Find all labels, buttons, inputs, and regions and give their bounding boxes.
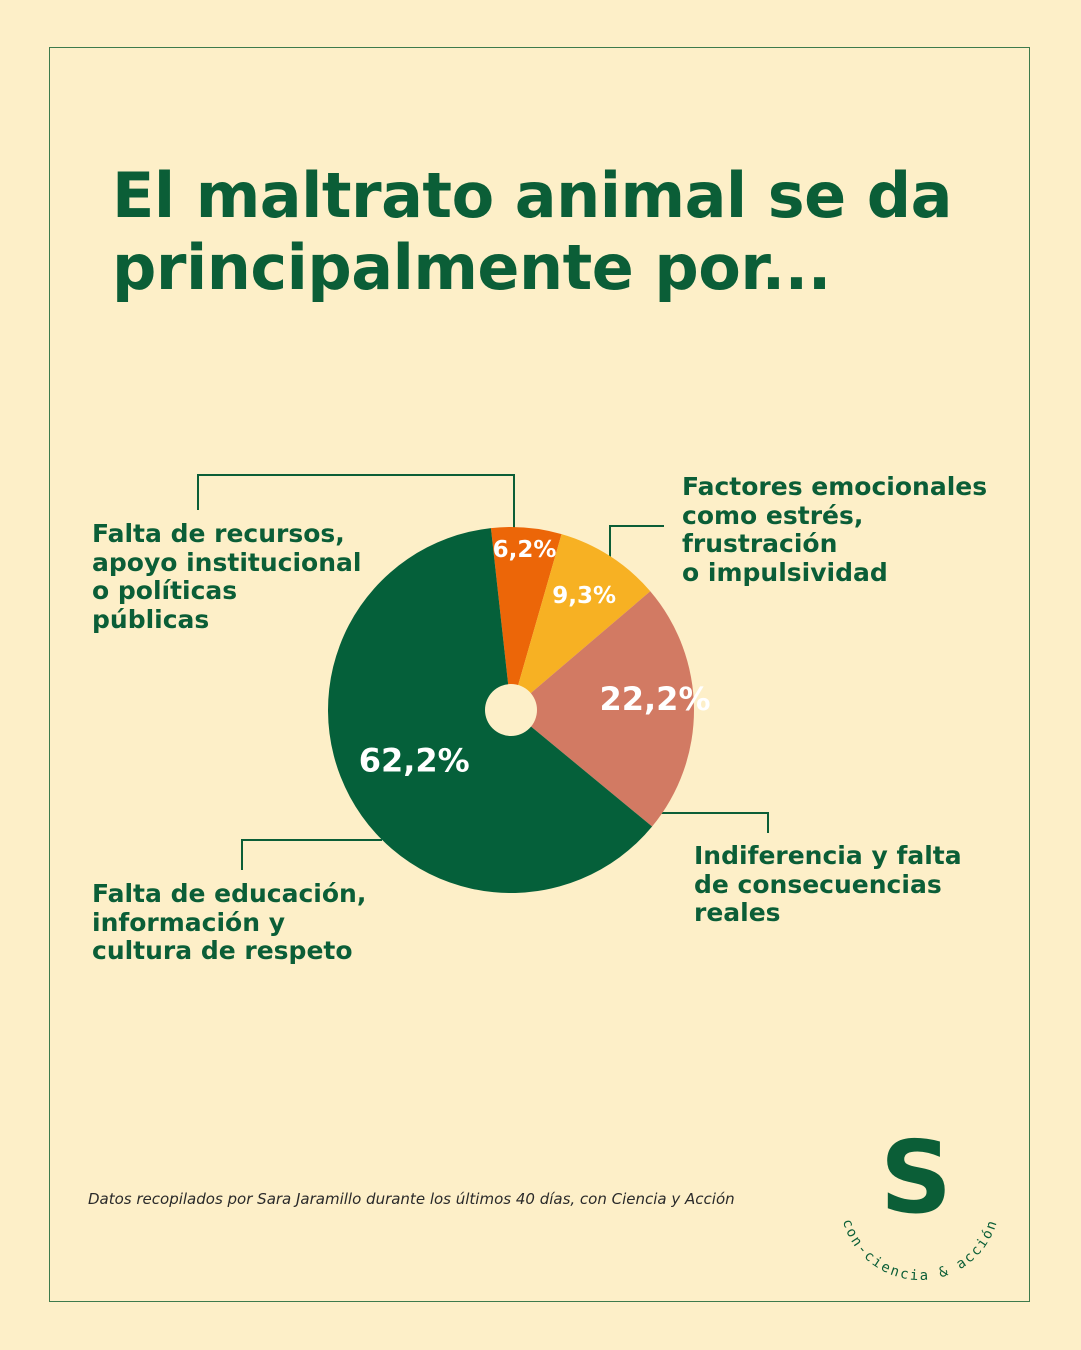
value-label-emocionales: 9,3% bbox=[552, 583, 616, 609]
leader-line-recursos bbox=[197, 474, 515, 528]
brand-logo: S con-ciencia & acción bbox=[839, 1130, 999, 1280]
value-label-indiferencia: 22,2% bbox=[599, 680, 710, 718]
slice-label-educacion: Falta de educación, información y cultur… bbox=[92, 879, 367, 965]
slice-label-emocionales: Factores emocionales como estrés, frustr… bbox=[682, 472, 988, 587]
value-labels: 6,2% 9,3% 22,2% 62,2% bbox=[359, 537, 711, 779]
leader-line-educacion bbox=[241, 839, 382, 870]
border-frame bbox=[49, 47, 1030, 1302]
slice-label-indiferencia: Indiferencia y falta de consecuencias re… bbox=[694, 841, 962, 927]
logo-mark: S bbox=[880, 1130, 952, 1236]
value-label-recursos: 6,2% bbox=[493, 537, 557, 563]
slice-label-recursos: Falta de recursos, apoyo institucional o… bbox=[92, 519, 362, 634]
value-label-educacion: 62,2% bbox=[359, 741, 470, 779]
pie-slice-emocionales bbox=[511, 534, 651, 710]
pie-slice-recursos bbox=[490, 527, 562, 710]
donut-hole bbox=[485, 684, 537, 736]
leader-line-emocionales bbox=[609, 525, 664, 565]
leader-lines bbox=[197, 474, 769, 870]
source-footnote: Datos recopilados por Sara Jaramillo dur… bbox=[88, 1190, 735, 1208]
leader-line-indiferencia bbox=[660, 812, 769, 833]
page-title: El maltrato animal se da principalmente … bbox=[112, 159, 953, 304]
pie-slice-indiferencia bbox=[511, 591, 694, 827]
